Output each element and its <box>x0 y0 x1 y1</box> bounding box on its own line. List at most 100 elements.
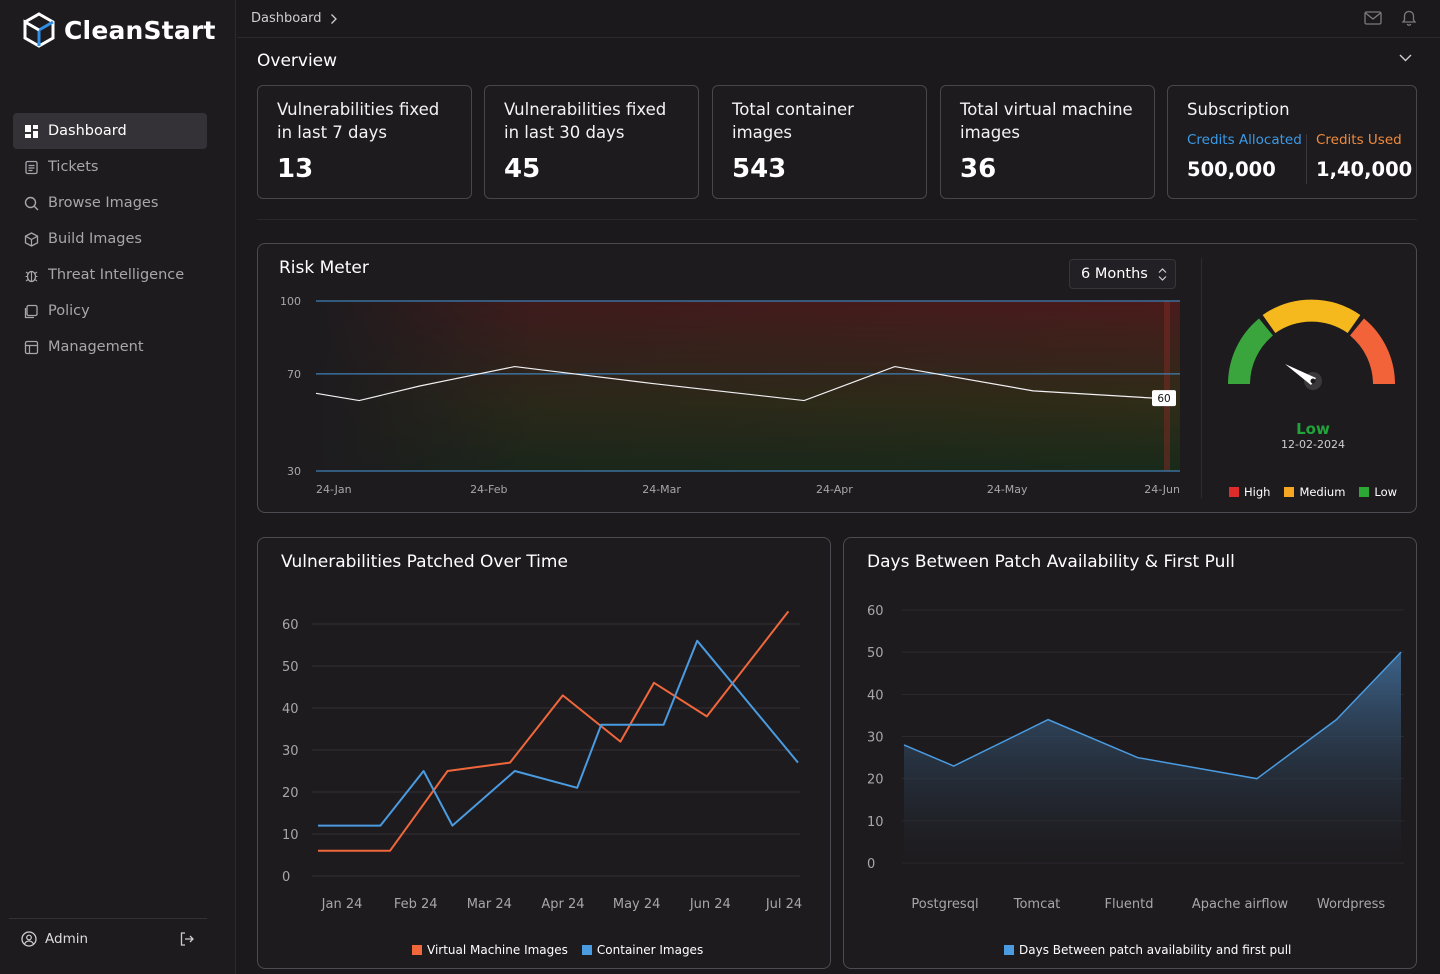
y-tick-label: 20 <box>282 786 299 801</box>
y-tick-label: 60 <box>282 618 299 633</box>
risk-line-chart: 30 70 100 24-Jan 24-Feb 24-Mar 24-Apr 24-May 24… <box>280 295 1180 496</box>
days-area-fill <box>904 652 1401 863</box>
y-tick-label: 30 <box>867 731 884 746</box>
subscription-card: Subscription Credits Allocated 500,000 C… <box>1167 85 1417 199</box>
legend-swatch <box>581 945 592 955</box>
sidebar-item-label: Management <box>48 339 144 355</box>
x-tick-label: Postgresql <box>911 897 978 912</box>
legend-swatch <box>1359 487 1370 497</box>
sidebar-item-browse-images[interactable]: Browse Images <box>13 185 207 221</box>
card-value: 543 <box>732 154 787 184</box>
bell-icon[interactable] <box>1402 10 1416 27</box>
gauge-needle <box>1285 364 1316 385</box>
sidebar-item-dashboard[interactable]: Dashboard <box>13 113 207 149</box>
ticket-icon <box>25 160 38 174</box>
card-title: Vulnerabilities fixed in last 30 days <box>504 100 667 142</box>
card-title: Total virtual machine images <box>960 100 1133 142</box>
gauge-date: 12-02-2024 <box>1281 438 1345 451</box>
legend-label: Days Between patch availability and firs… <box>1019 943 1292 957</box>
sidebar-item-management[interactable]: Management <box>13 329 207 365</box>
search-icon <box>24 196 39 210</box>
cleanstart-logo-icon <box>23 12 55 48</box>
legend-container-images: Container Images <box>581 943 704 957</box>
x-tick-label: Fluentd <box>1105 897 1154 912</box>
credits-used-value: 1,40,000 <box>1316 158 1413 181</box>
user-profile[interactable]: Admin <box>21 931 88 947</box>
header-actions <box>1364 10 1416 27</box>
chevron-right-icon <box>330 13 337 24</box>
legend-label: Low <box>1374 485 1398 499</box>
y-tick-label: 0 <box>867 857 875 872</box>
risk-series-line <box>315 365 1155 402</box>
section-divider <box>257 219 1417 220</box>
risk-legend: High Medium Low <box>1229 485 1397 499</box>
sidebar-item-build-images[interactable]: Build Images <box>13 221 207 257</box>
credits-used: Credits Used 1,40,000 <box>1316 132 1412 181</box>
period-select[interactable]: 6 Months <box>1069 259 1176 289</box>
top-bar: Dashboard <box>237 0 1440 38</box>
card-value: 13 <box>277 154 314 184</box>
x-tick-label: 24-Jun <box>1144 483 1180 496</box>
bug-icon <box>25 270 38 282</box>
credits-allocated: Credits Allocated 500,000 <box>1187 132 1302 181</box>
logout-icon[interactable] <box>179 931 195 947</box>
sidebar-item-tickets[interactable]: Tickets <box>13 149 207 185</box>
card-value: 45 <box>504 154 541 184</box>
sidebar-item-policy[interactable]: Policy <box>13 293 207 329</box>
chevron-up-down-icon <box>1158 267 1167 281</box>
gauge-high-segment <box>1349 318 1395 385</box>
y-tick-label: 30 <box>282 744 299 759</box>
legend-low: Low <box>1359 485 1397 499</box>
days-chart-title: Days Between Patch Availability & First … <box>867 552 1235 572</box>
brand-logo[interactable]: CleanStart <box>22 12 216 48</box>
risk-meter-title: Risk Meter <box>279 258 369 278</box>
user-name: Admin <box>45 930 89 947</box>
management-icon <box>24 340 39 354</box>
credits-allocated-value: 500,000 <box>1187 158 1276 181</box>
sidebar-item-threat-intelligence[interactable]: Threat Intelligence <box>13 257 207 293</box>
stat-card-vm-images: Total virtual machine images 36 <box>940 85 1155 199</box>
card-title: Subscription <box>1187 100 1290 119</box>
risk-current-marker <box>1164 301 1170 471</box>
y-tick-label: 20 <box>867 773 884 788</box>
breadcrumb: Dashboard <box>251 11 338 26</box>
chevron-down-icon[interactable] <box>1399 54 1412 62</box>
cube-icon <box>24 231 39 247</box>
gauge-low-segment <box>1228 318 1274 385</box>
days-chart-panel: Days Between Patch Availability & First … <box>843 537 1417 969</box>
days-legend: Days Between patch availability and firs… <box>1004 943 1291 957</box>
x-tick-label: Tomcat <box>1013 897 1061 912</box>
sidebar-footer: Admin <box>9 918 207 958</box>
x-tick-label: Apache airflow <box>1192 897 1289 912</box>
vulnerabilities-chart-panel: Vulnerabilities Patched Over Time 0 10 20 3… <box>257 537 831 969</box>
y-tick-label: 50 <box>282 660 299 675</box>
mail-icon[interactable] <box>1364 10 1382 26</box>
y-tick-label: 0 <box>282 870 290 885</box>
y-tick-label: 10 <box>282 828 299 843</box>
legend-label: Virtual Machine Images <box>427 943 568 957</box>
value-badge <box>1152 390 1176 407</box>
legend-label: High <box>1244 485 1271 499</box>
sidebar-item-label: Tickets <box>48 159 99 175</box>
overview-title: Overview <box>257 51 338 71</box>
legend-swatch <box>1004 945 1014 955</box>
vulnerabilities-legend: Virtual Machine Images Container Images <box>412 943 703 957</box>
gauge-needle-center <box>1310 378 1316 384</box>
y-tick-label: 50 <box>867 646 884 661</box>
legend-high: High <box>1229 485 1270 499</box>
gauge-status-label: Low <box>1296 420 1330 438</box>
x-tick-label: 24-Mar <box>642 483 681 496</box>
legend-swatch <box>1229 487 1239 497</box>
x-tick-label: 24-Jan <box>316 483 352 496</box>
x-tick-label: May 24 <box>613 897 661 912</box>
y-tick-label: 70 <box>287 368 301 381</box>
breadcrumb-item[interactable]: Dashboard <box>251 11 322 26</box>
sidebar-item-label: Threat Intelligence <box>48 267 185 283</box>
risk-gauge <box>1228 299 1395 390</box>
sidebar-item-label: Dashboard <box>48 123 127 139</box>
x-tick-label: Wordpress <box>1317 897 1385 912</box>
legend-label: Container Images <box>596 943 704 957</box>
risk-heat-fade <box>316 301 1180 471</box>
user-icon <box>21 930 37 947</box>
y-tick-label: 40 <box>282 702 299 717</box>
